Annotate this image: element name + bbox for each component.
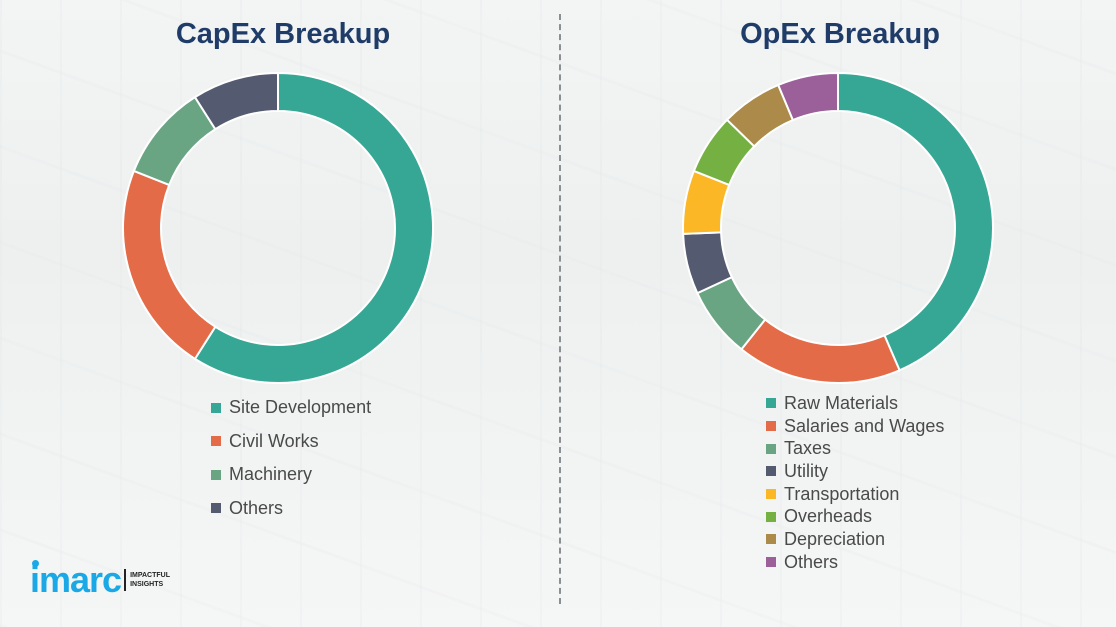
legend-swatch bbox=[766, 398, 776, 409]
legend-item: Civil Works bbox=[211, 425, 371, 459]
donut-slice-salaries-and-wages bbox=[740, 318, 901, 384]
legend-item: Overheads bbox=[766, 505, 944, 528]
legend-label: Transportation bbox=[784, 483, 900, 504]
section-divider bbox=[559, 14, 561, 604]
legend-label: Civil Works bbox=[229, 430, 319, 451]
legend-item: Machinery bbox=[211, 458, 371, 492]
donut-slice-raw-materials bbox=[837, 71, 994, 372]
legend-swatch bbox=[766, 534, 776, 545]
capex-title: CapEx Breakup bbox=[175, 18, 391, 50]
donut-slice-others bbox=[776, 71, 839, 122]
legend-label: Salaries and Wages bbox=[784, 415, 945, 436]
legend-swatch bbox=[211, 503, 221, 514]
legend-item: Raw Materials bbox=[766, 392, 944, 415]
donut-slice-civil-works bbox=[122, 169, 217, 361]
legend-swatch bbox=[766, 557, 776, 568]
capex-legend: Site Development Civil Works Machinery Othe… bbox=[211, 391, 371, 525]
legend-item: Salaries and Wages bbox=[766, 415, 944, 438]
donut-slice-site-development bbox=[193, 71, 434, 384]
capex-donut bbox=[122, 71, 434, 384]
legend-label: Site Development bbox=[229, 397, 372, 418]
legend-label: Depreciation bbox=[784, 528, 886, 549]
legend-swatch bbox=[211, 469, 221, 480]
legend-swatch bbox=[211, 436, 221, 447]
legend-item: Depreciation bbox=[766, 528, 944, 551]
legend-label: Others bbox=[784, 551, 839, 572]
legend-swatch bbox=[766, 421, 776, 432]
legend-swatch bbox=[766, 466, 776, 477]
legend-swatch bbox=[766, 511, 776, 522]
legend-label: Utility bbox=[784, 460, 828, 481]
opex-legend: Raw Materials Salaries and Wages Taxes Util… bbox=[766, 392, 944, 574]
legend-item: Others bbox=[211, 492, 371, 526]
legend-label: Taxes bbox=[784, 438, 832, 459]
opex-title: OpEx Breakup bbox=[740, 18, 940, 50]
legend-label: Machinery bbox=[229, 464, 313, 485]
legend-swatch bbox=[766, 489, 776, 500]
legend-label: Raw Materials bbox=[784, 392, 899, 413]
imarc-logo: imarc IMPACTFUL INSIGHTS bbox=[30, 559, 170, 600]
legend-item: Others bbox=[766, 551, 944, 574]
legend-item: Transportation bbox=[766, 483, 944, 506]
legend-label: Others bbox=[229, 497, 284, 518]
legend-item: Utility bbox=[766, 460, 944, 483]
legend-label: Overheads bbox=[784, 506, 873, 527]
legend-item: Site Development bbox=[211, 391, 371, 425]
opex-donut bbox=[682, 71, 994, 384]
donut-slice-others bbox=[193, 71, 279, 131]
legend-swatch bbox=[211, 402, 221, 413]
legend-item: Taxes bbox=[766, 437, 944, 460]
legend-swatch bbox=[766, 443, 776, 454]
